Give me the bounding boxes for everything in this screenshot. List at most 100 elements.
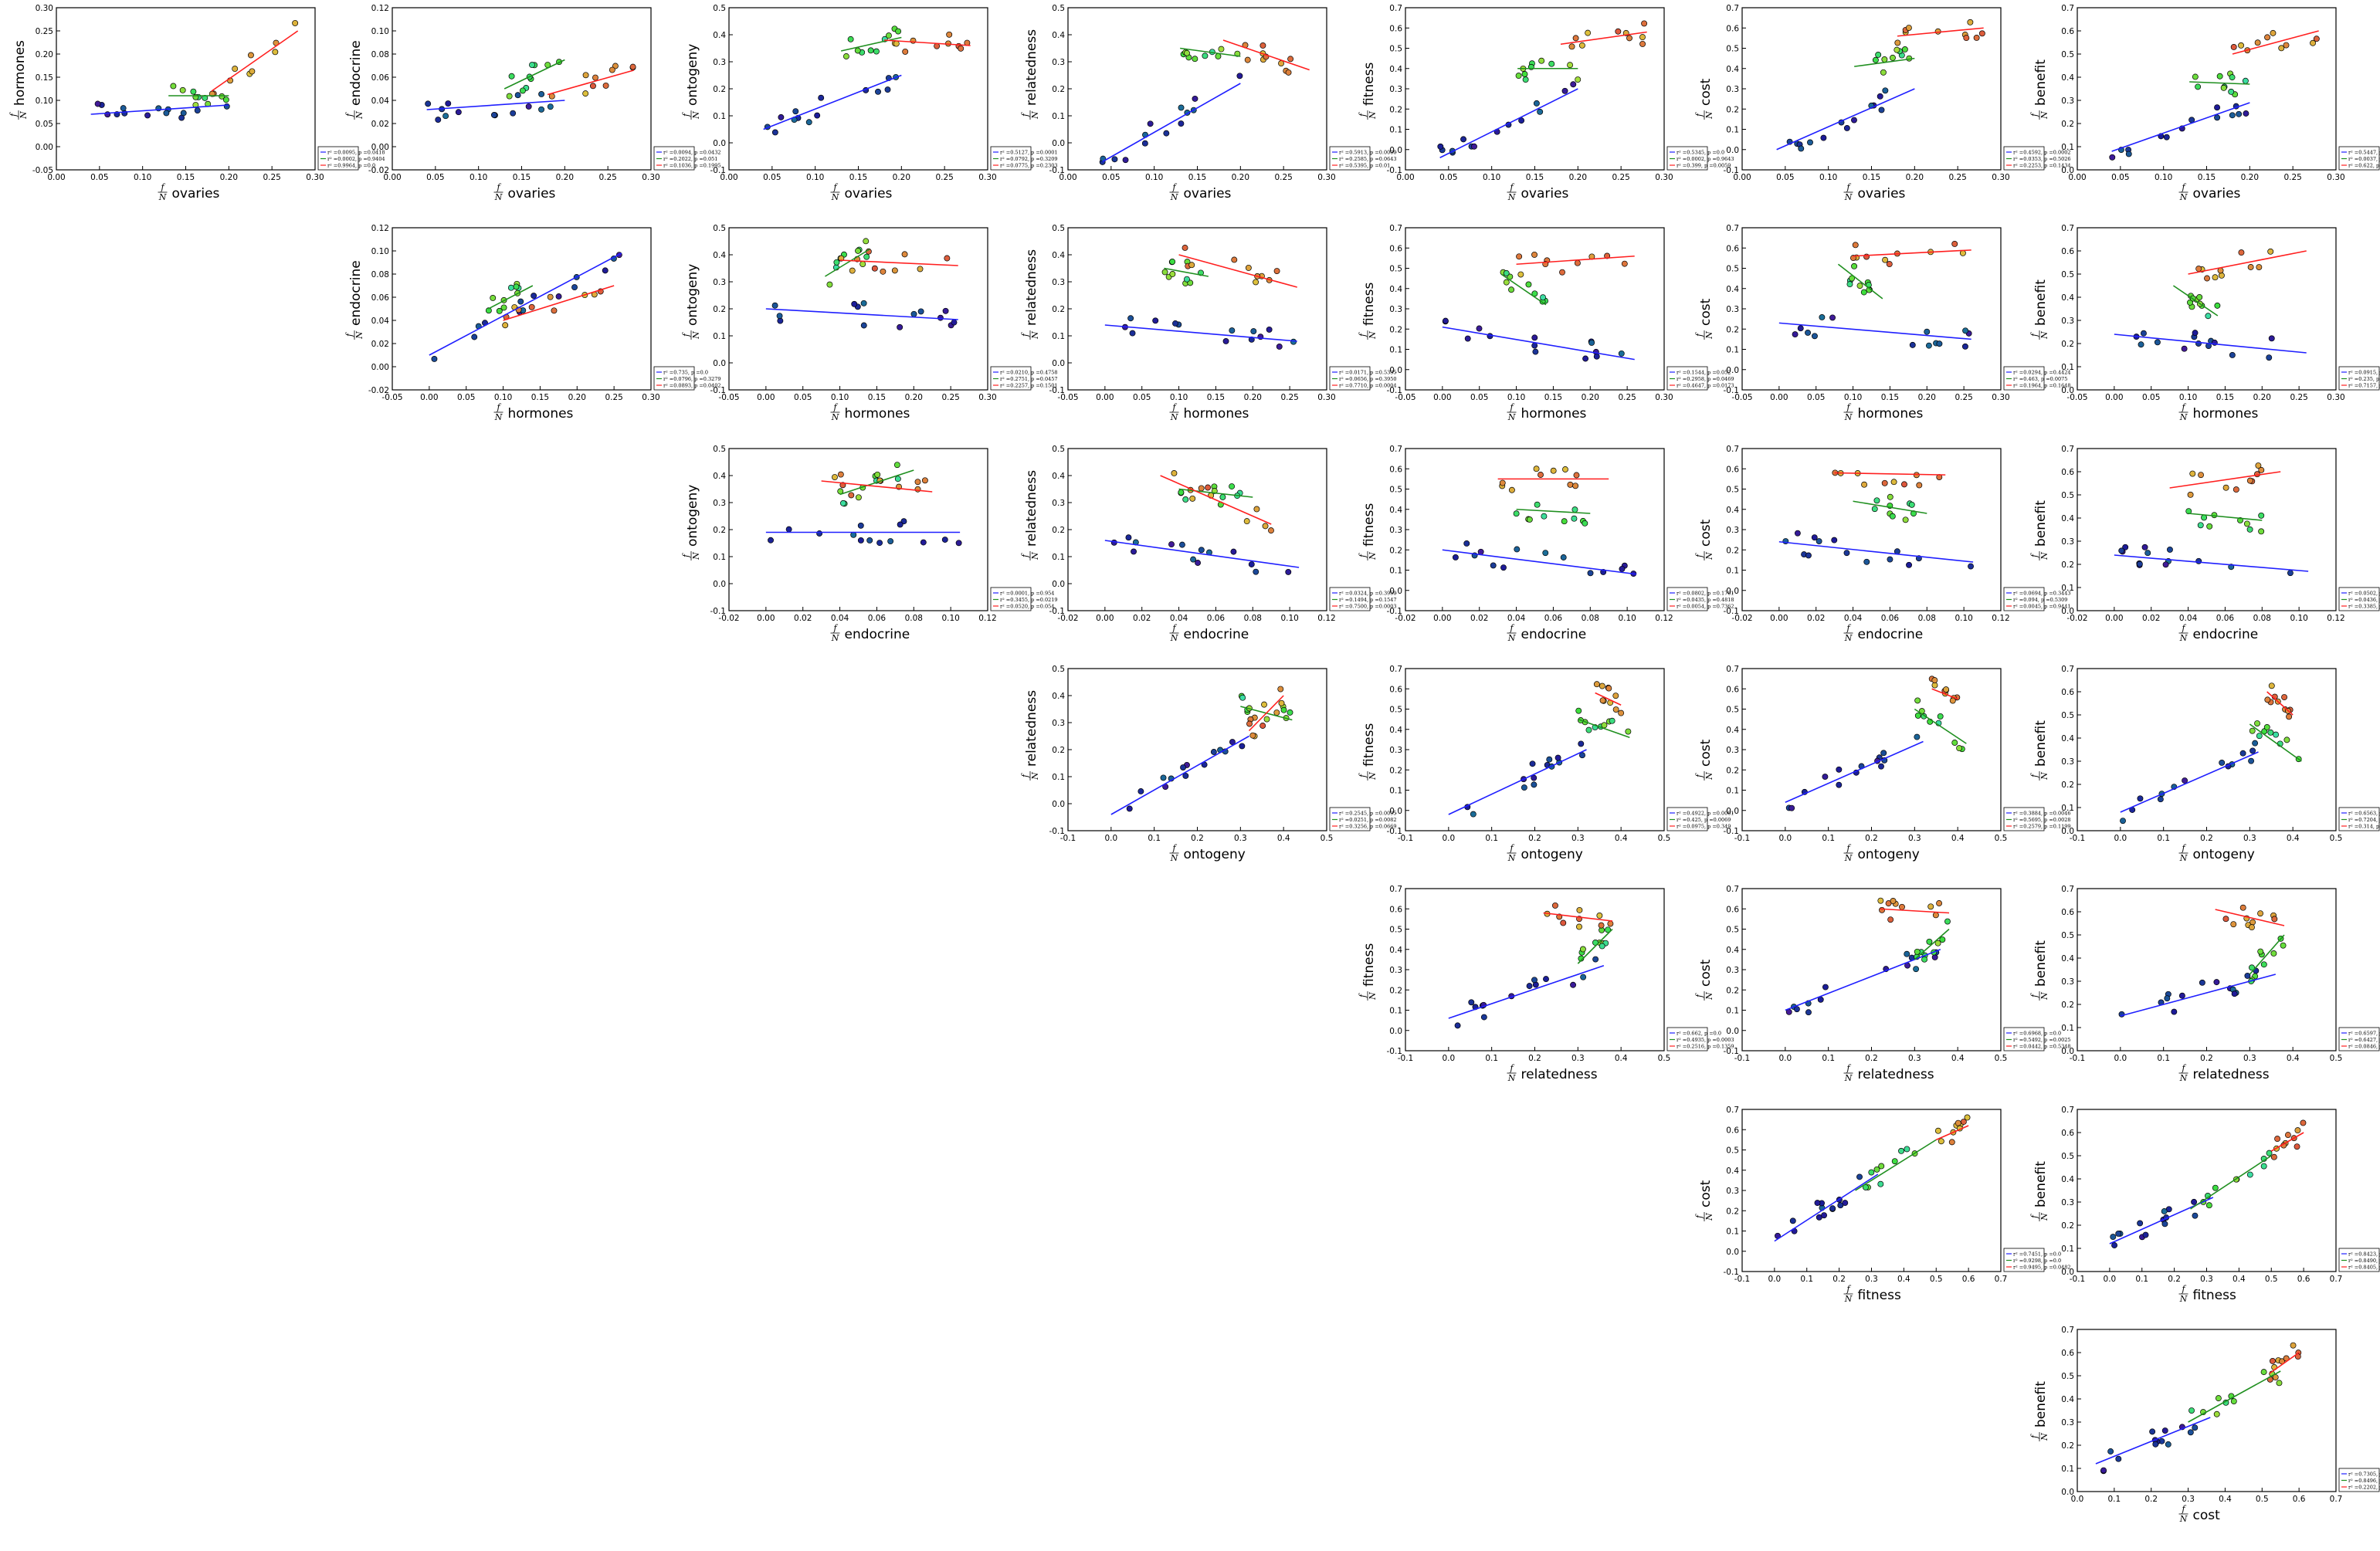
- x-tick-label: 0.3: [1908, 834, 1921, 843]
- legend-entry: r² =0.9298, p =0.0: [2013, 1258, 2061, 1264]
- x-axis-fraction-numerator: f: [1846, 1063, 1851, 1073]
- fit-line-2: [1164, 267, 1209, 277]
- x-tick-label: 0.15: [1863, 173, 1880, 182]
- data-point: [1290, 338, 1297, 345]
- data-point: [857, 537, 864, 544]
- data-point: [551, 307, 558, 314]
- data-point: [1184, 276, 1190, 283]
- data-point: [471, 334, 478, 340]
- data-point: [860, 300, 867, 306]
- x-axis-fraction-denominator: N: [158, 192, 167, 202]
- y-tick-label: 0.6: [1389, 244, 1402, 253]
- data-point: [2182, 777, 2188, 784]
- x-axis-fraction-numerator: f: [2181, 1504, 2186, 1514]
- data-point: [455, 109, 462, 116]
- x-tick-label: 0.5: [2330, 834, 2343, 843]
- data-point: [232, 66, 239, 73]
- data-point: [2255, 462, 2262, 469]
- x-axis-fraction-denominator: N: [1844, 1073, 1853, 1083]
- data-point: [2213, 1410, 2220, 1417]
- legend-entry: r² =0.0442, p =0.5348: [2013, 1043, 2071, 1049]
- legend-entry: r² =0.0792, p =0.3209: [1000, 156, 1058, 162]
- data-point: [2154, 339, 2161, 346]
- x-tick-label: 0.2: [2144, 1495, 2158, 1504]
- data-point: [1851, 117, 1857, 124]
- data-point: [1898, 1147, 1904, 1154]
- y-tick-label: 0.1: [2061, 363, 2074, 372]
- x-tick-label: 0.0: [2114, 1054, 2127, 1063]
- y-axis-title: relatedness: [1024, 690, 1039, 767]
- x-tick-label: 0.15: [849, 173, 867, 182]
- x-tick-label: 0.2: [2200, 1054, 2213, 1063]
- data-point: [1601, 722, 1608, 729]
- x-axis-title: endocrine: [845, 627, 910, 642]
- legend: r² =0.5447, p =0.0r² =0.0037, p =0.9049r…: [2338, 146, 2380, 171]
- data-point: [1872, 56, 1879, 63]
- x-tick-label: -0.1: [1734, 1054, 1751, 1063]
- y-tick-label: -0.1: [1724, 386, 1740, 395]
- x-tick-label: 0.15: [1526, 173, 1544, 182]
- data-point: [874, 471, 881, 478]
- data-point: [435, 117, 442, 124]
- y-axis-fraction-denominator: N: [1368, 331, 1378, 340]
- data-point: [2115, 1455, 2122, 1462]
- data-point: [1268, 527, 1274, 534]
- y-axis-fraction-denominator: N: [1030, 331, 1040, 340]
- data-point: [2300, 1119, 2307, 1126]
- x-axis-label: fN hormones: [1169, 402, 1249, 422]
- x-tick-label: 0.1: [1800, 1275, 1813, 1284]
- data-point: [1831, 537, 1838, 544]
- data-point: [1503, 269, 1510, 276]
- x-tick-label: 0.08: [1244, 614, 1262, 623]
- x-axis-fraction-denominator: N: [1170, 633, 1178, 643]
- x-tick-label: 0.00: [1396, 173, 1414, 182]
- y-tick-label: 0.5: [1726, 926, 1739, 935]
- legend-entry: r² =0.0324, p =0.3950: [1339, 590, 1397, 596]
- data-point: [2238, 42, 2245, 49]
- x-tick-label: 0.3: [1571, 834, 1585, 843]
- x-axis-title: relatedness: [1858, 1067, 1934, 1082]
- scatter-panel-cost-vs-benefit: 0.0 0.1 0.2 0.3 0.4 0.5 0.6 0.7 0.0 0.1 0.2 0.3 0.4 0…: [2029, 1326, 2380, 1524]
- y-tick-label: 0.3: [2061, 757, 2074, 767]
- data-point: [247, 52, 254, 59]
- y-tick-label: -0.1: [1387, 166, 1403, 175]
- legend-entry: r² =0.5913, p =0.0000: [1339, 149, 1397, 155]
- y-tick-label: 0.1: [1389, 346, 1402, 355]
- data-point: [2218, 272, 2225, 279]
- x-axis-title: ovaries: [2193, 186, 2241, 201]
- y-tick-label: -0.1: [1724, 166, 1740, 175]
- y-axis-fraction-denominator: N: [691, 111, 701, 120]
- data-point: [2141, 544, 2148, 550]
- data-point: [1905, 25, 1912, 31]
- x-tick-label: 0.10: [1145, 173, 1163, 182]
- y-axis-fraction-denominator: N: [1368, 772, 1378, 781]
- data-point: [1639, 34, 1646, 41]
- x-axis-title: hormones: [1858, 406, 1924, 422]
- x-tick-label: 0.00: [1433, 614, 1451, 623]
- x-axis-title: cost: [2193, 1508, 2221, 1523]
- data-point: [1816, 538, 1822, 544]
- data-point: [1522, 76, 1529, 83]
- data-point: [1868, 1169, 1875, 1176]
- x-tick-label: 0.25: [1280, 393, 1298, 402]
- y-tick-label: 0.08: [371, 50, 389, 59]
- x-tick-label: 0.1: [1148, 834, 1161, 843]
- fit-line-2: [1516, 508, 1591, 514]
- data-point: [2281, 694, 2288, 700]
- y-tick-label: 0.1: [1726, 346, 1739, 355]
- data-point: [431, 356, 438, 362]
- scatter-panel-ontogeny-vs-relatedness: -0.1 0.0 0.1 0.2 0.3 0.4 0.5 -0.1 0.0 0.1 0.2 0.3 0.…: [1020, 665, 1397, 863]
- y-axis-fraction-numerator: f: [1694, 332, 1704, 337]
- x-tick-label: -0.02: [1731, 614, 1752, 623]
- data-point: [1541, 513, 1548, 520]
- data-point: [1537, 108, 1544, 115]
- data-point: [1916, 482, 1923, 489]
- x-tick-label: 0.12: [1655, 614, 1673, 623]
- scatter-panel-endocrine-vs-benefit: -0.02 0.00 0.02 0.04 0.06 0.08 0.10 0.12 0.0 0.1 0…: [2029, 445, 2380, 643]
- data-point: [2161, 1427, 2168, 1434]
- fit-line-2: [488, 285, 534, 310]
- data-point: [816, 530, 823, 537]
- data-point: [1548, 60, 1555, 67]
